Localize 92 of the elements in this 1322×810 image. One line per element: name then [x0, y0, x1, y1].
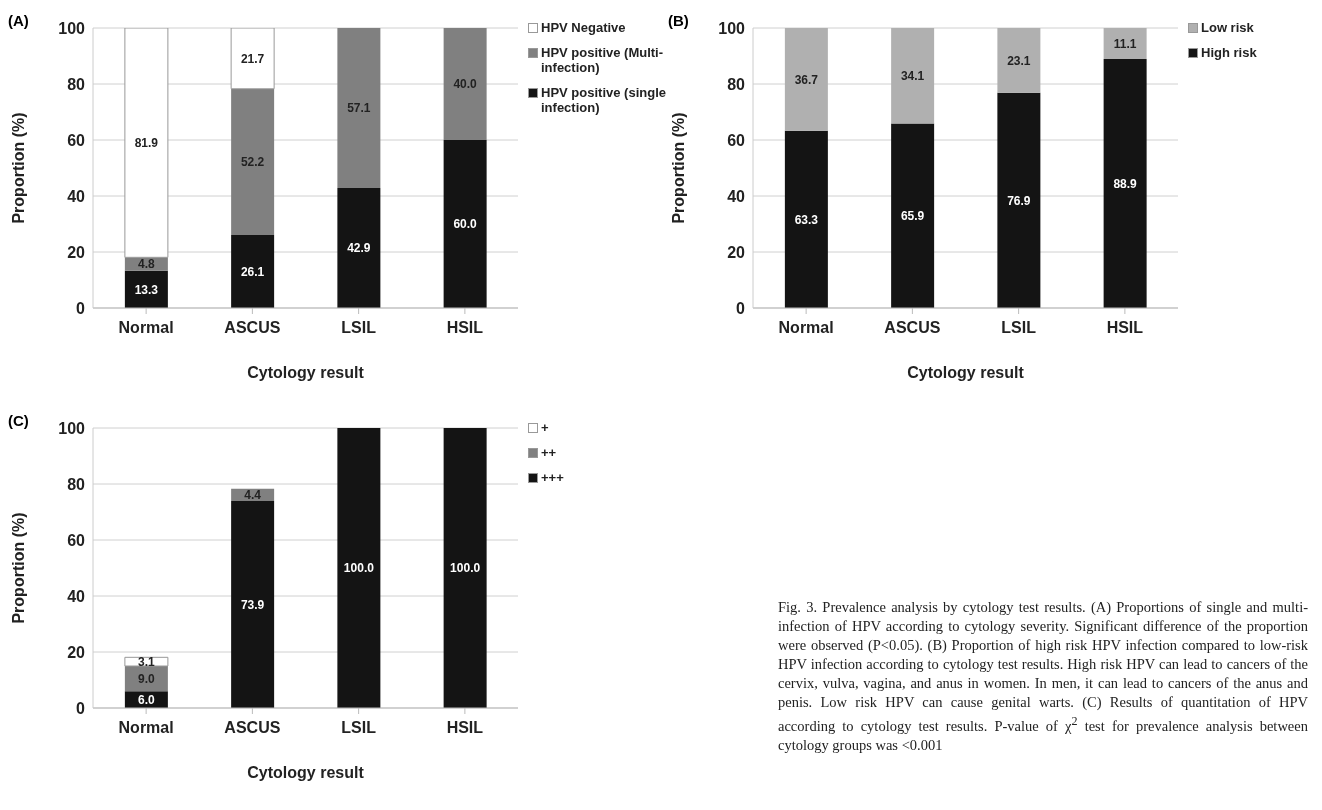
y-tick-label: 0 [76, 699, 86, 717]
bar [337, 187, 381, 308]
x-tick-label: LSIL [341, 319, 377, 337]
bar [1103, 59, 1147, 308]
data-label: 4.4 [244, 488, 262, 503]
data-label: 57.1 [347, 101, 371, 116]
y-tick-label: 40 [67, 187, 86, 205]
bar [784, 130, 828, 308]
y-tick-label: 40 [67, 587, 86, 605]
x-tick-label: HSIL [446, 719, 484, 737]
bar [124, 28, 169, 258]
legend-label: High risk [1201, 45, 1257, 60]
y-tick-label: 0 [76, 299, 86, 317]
legend-label: Low risk [1201, 20, 1254, 35]
data-label: 36.7 [794, 72, 819, 87]
data-label: 76.9 [1007, 193, 1031, 208]
data-label: 88.9 [1113, 176, 1138, 191]
text: Fig. 3. Prevalence analysis by cytology test results. (A) Proportions of single and multi-infection of HPV according to cytology severity. Significant difference of the proportion were observed (P<0.05). (B) Proportion of high risk HPV infection compared to low-risk HPV infection according to cytology test results. High risk HPV can lead to cancers of the cervix, vulva, vagina, and anus in women. In men, it can lead to cancers of the anus and penis. Low risk HPV can cause genital warts. (C) Results of quantitation of HPV according to cytology test results. P-value of χ$^{2}$ test for prevalence analysis between cytology groups was <0.001 [778, 599, 1308, 753]
x-axis-title: Cytology result [247, 364, 365, 381]
chart-title: (A) [8, 12, 29, 29]
bar [231, 234, 275, 308]
bar [443, 140, 487, 308]
legend-label: HPV positive (Multi-infection) [541, 45, 665, 75]
data-label: 40.0 [453, 77, 478, 92]
y-tick-label: 100 [718, 19, 746, 37]
y-tick-label: 80 [727, 75, 746, 93]
data-label: 4.8 [138, 257, 156, 272]
x-axis-title: Cytology result [907, 364, 1025, 381]
x-tick-label: ASCUS [884, 319, 941, 337]
data-label: 63.3 [794, 212, 819, 227]
y-axis-title: Proportion (%) [669, 112, 687, 224]
bar [231, 88, 275, 235]
bar [337, 428, 381, 708]
bar [230, 28, 275, 90]
y-tick-label: 20 [67, 643, 86, 661]
y-tick-label: 20 [67, 243, 86, 261]
y-tick-label: 100 [58, 419, 86, 437]
x-tick-label: HSIL [446, 319, 484, 337]
legend-label: HPV Negative [541, 20, 626, 35]
chart-title: (C) [8, 412, 29, 429]
bar [891, 28, 935, 124]
x-tick-label: Normal [118, 719, 174, 737]
data-label: 9.0 [138, 671, 156, 686]
data-label: 65.9 [900, 209, 925, 223]
data-label: 100.0 [343, 561, 375, 576]
data-label: 34.1 [900, 69, 925, 83]
legend-label: +++ [541, 470, 564, 485]
y-tick-label: 20 [727, 243, 746, 261]
x-tick-label: LSIL [1001, 319, 1037, 337]
y-tick-label: 80 [67, 75, 86, 93]
bar [997, 28, 1041, 93]
data-label: 21.7 [240, 51, 265, 66]
data-label: 60.0 [453, 217, 478, 232]
y-tick-label: 40 [727, 187, 746, 205]
chart-title: (B) [668, 12, 689, 29]
data-label: 11.1 [1113, 36, 1137, 51]
y-axis-title: Proportion (%) [9, 112, 27, 224]
data-label: 52.2 [240, 155, 265, 170]
data-label: 100.0 [450, 561, 481, 576]
data-label: 26.1 [240, 264, 265, 279]
legend-label: HPV positive (single infection) [541, 85, 666, 115]
data-label: 73.9 [240, 597, 265, 612]
legend-label: + [541, 420, 549, 435]
bar [443, 28, 487, 140]
bar [231, 501, 275, 708]
bar [1103, 28, 1147, 60]
legend-label: ++ [541, 445, 557, 460]
bar [443, 428, 487, 708]
x-tick-label: ASCUS [224, 319, 281, 337]
x-tick-label: Normal [778, 319, 834, 337]
data-label: 3.1 [138, 654, 156, 669]
data-label: 42.9 [347, 241, 371, 256]
bar [997, 92, 1041, 308]
data-label: 6.0 [138, 692, 156, 707]
x-tick-label: HSIL [1106, 319, 1144, 337]
y-tick-label: 0 [736, 299, 746, 317]
y-tick-label: 60 [727, 131, 746, 149]
bar [784, 28, 828, 131]
x-tick-label: LSIL [341, 719, 377, 737]
x-axis-title: Cytology result [247, 764, 365, 781]
data-label: 13.3 [134, 282, 159, 297]
y-tick-label: 60 [67, 531, 86, 549]
y-tick-label: 80 [67, 475, 86, 493]
y-tick-label: 100 [58, 19, 86, 37]
data-label: 23.1 [1007, 53, 1031, 68]
y-axis-title: Proportion (%) [9, 512, 27, 624]
x-tick-label: ASCUS [224, 719, 281, 737]
data-label: 81.9 [134, 135, 159, 150]
bar [337, 28, 381, 188]
x-tick-label: Normal [118, 319, 174, 337]
y-tick-label: 60 [67, 131, 86, 149]
bar [891, 123, 935, 308]
